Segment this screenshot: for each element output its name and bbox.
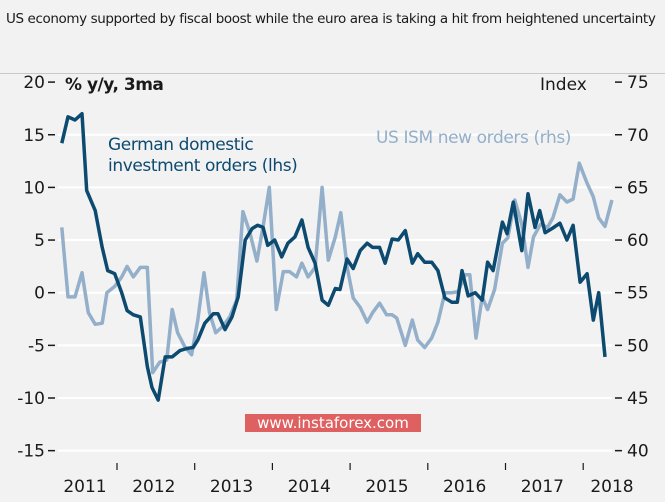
right-tick-label: 50 xyxy=(627,336,649,356)
right-tick-label: 70 xyxy=(627,126,649,146)
left-axis-unit: % y/y, 3ma xyxy=(65,75,163,95)
watermark: www.instaforex.com xyxy=(245,414,421,432)
legend-ism: US ISM new orders (rhs) xyxy=(376,128,571,148)
title-divider xyxy=(0,73,665,74)
us-ism-line xyxy=(60,161,614,375)
x-tick-label: 2013 xyxy=(210,477,253,497)
x-tick-label: 2018 xyxy=(590,477,633,497)
right-tick-label: 75 xyxy=(627,73,649,93)
x-tick-label: 2015 xyxy=(365,477,408,497)
right-tick-label: 40 xyxy=(627,442,649,462)
x-axis-ticks: 2011 2012 2013 2014 2015 2016 2017 2018 xyxy=(63,463,634,497)
right-tick-label: 55 xyxy=(627,284,649,304)
x-tick-label: 2017 xyxy=(521,477,564,497)
chart-title: US economy supported by fiscal boost whi… xyxy=(6,11,656,27)
x-tick-label: 2014 xyxy=(288,477,331,497)
right-tick-label: 65 xyxy=(627,178,649,198)
left-tick-label: 15 xyxy=(23,126,45,146)
x-tick-label: 2012 xyxy=(132,477,175,497)
left-tick-label: 10 xyxy=(23,178,45,198)
right-axis-ticks: 75 70 65 60 55 50 45 40 xyxy=(615,73,649,462)
right-tick-label: 45 xyxy=(627,389,649,409)
legend-german-line1: German domestic xyxy=(108,135,253,155)
right-tick-label: 60 xyxy=(627,231,649,251)
left-tick-label: 0 xyxy=(34,284,45,304)
left-tick-label: -15 xyxy=(17,442,45,462)
x-tick-label: 2016 xyxy=(443,477,486,497)
legend-german-line2: investment orders (lhs) xyxy=(108,156,297,176)
left-tick-label: -10 xyxy=(17,389,45,409)
x-tick-label: 2011 xyxy=(63,477,106,497)
left-axis-ticks: 20 15 10 5 0 -5 -10 -15 xyxy=(17,73,55,462)
left-tick-label: 5 xyxy=(34,231,45,251)
german-orders-line xyxy=(60,111,607,402)
left-tick-label: -5 xyxy=(28,336,45,356)
right-axis-unit: Index xyxy=(540,75,587,95)
left-tick-label: 20 xyxy=(23,73,45,93)
